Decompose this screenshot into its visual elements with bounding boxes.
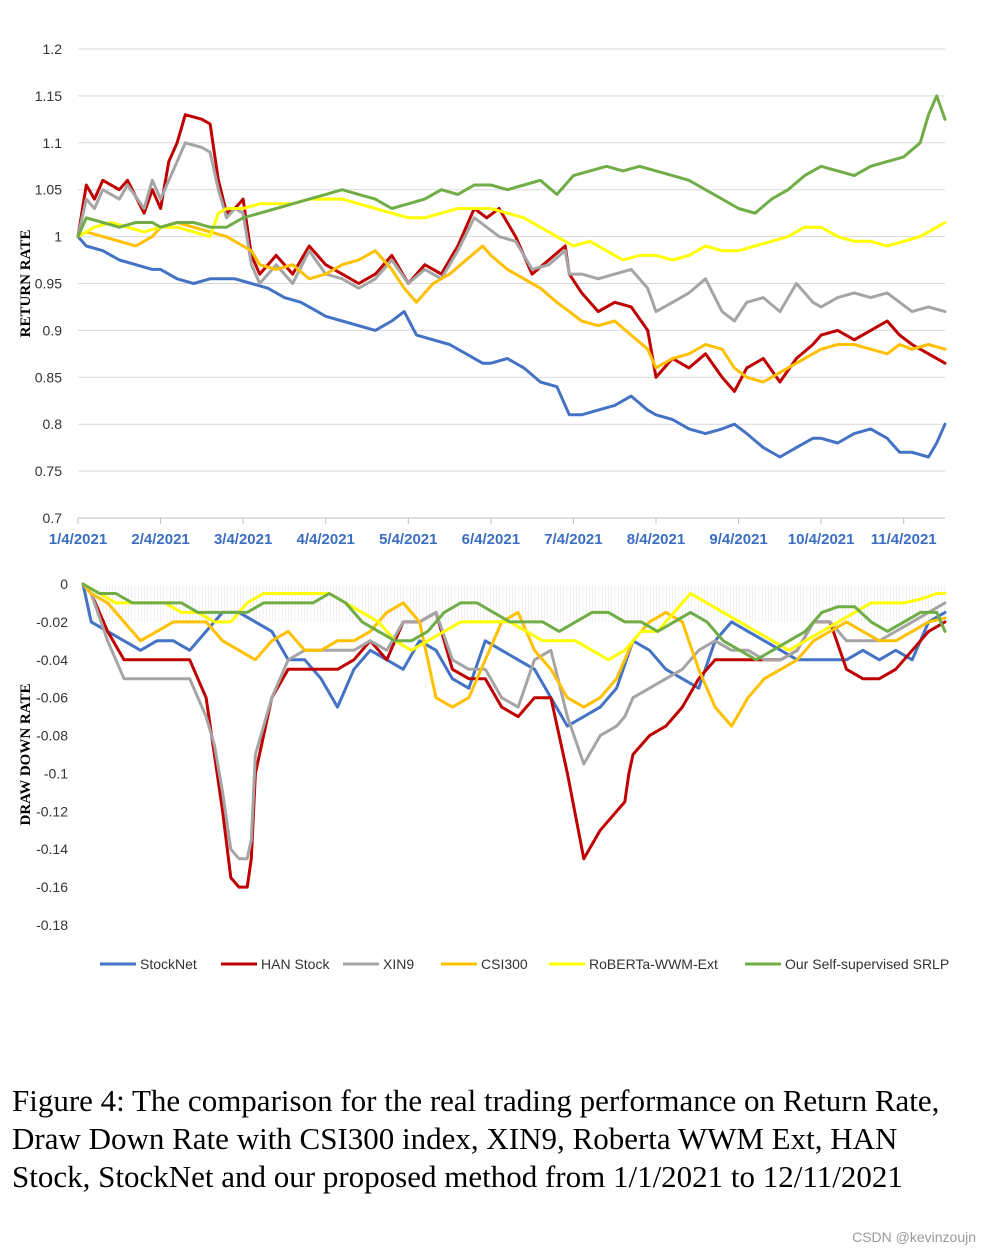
drawdown-y-tick-label: -0.12 <box>36 803 68 819</box>
return-series-han-stock <box>76 113 947 393</box>
return-x-tick-label: 6/4/2021 <box>462 531 520 548</box>
watermark: CSDN @kevinzoujn <box>852 1229 976 1245</box>
return-x-tick-label: 10/4/2021 <box>788 531 855 548</box>
drawdown-y-tick-label: -0.18 <box>36 917 68 933</box>
drawdown-y-tick-label: -0.02 <box>36 614 68 630</box>
return-x-tick-label: 5/4/2021 <box>379 531 437 548</box>
return-y-tick-label: 0.75 <box>35 463 62 479</box>
return-x-tick-label: 4/4/2021 <box>297 531 355 548</box>
return-rate-plot: 0.7 0.75 0.8 0.85 0.9 0.95 1 1.05 1.1 1.15 1.2 1/4/… <box>18 41 947 548</box>
draw-down-rate-plot: 0 -0.02 -0.04 -0.06 -0.08 -0.1 -0.12 -0.14 -0.16… <box>18 576 947 933</box>
legend-label-csi300: CSI300 <box>481 956 528 972</box>
legend-label-xin9: XIN9 <box>383 956 414 972</box>
return-y-tick-label: 1.15 <box>35 88 62 104</box>
return-series-xin9 <box>76 141 947 323</box>
legend-label-han-stock: HAN Stock <box>261 956 330 972</box>
drawdown-y-axis-title: DRAW DOWN RATE <box>18 684 34 826</box>
drawdown-series-xin9 <box>81 582 947 861</box>
return-y-axis-title: RETURN RATE <box>18 230 34 338</box>
drawdown-y-tick-label: -0.06 <box>36 690 68 706</box>
legend-label-stocknet: StockNet <box>140 956 197 972</box>
figure-caption: Figure 4: The comparison for the real tr… <box>12 1083 940 1194</box>
return-y-tick-label: 0.9 <box>43 322 63 338</box>
return-x-tick-label: 11/4/2021 <box>871 531 937 548</box>
return-y-tick-label: 1.05 <box>35 182 62 198</box>
drawdown-y-tick-label: -0.08 <box>36 728 68 744</box>
legend-label-our-self-supervised-srlp: Our Self-supervised SRLP <box>785 956 949 972</box>
return-series-csi300 <box>76 221 947 384</box>
legend-label-roberta-wwm-ext: RoBERTa-WWM-Ext <box>589 956 718 972</box>
return-x-tick-label: 9/4/2021 <box>709 531 767 548</box>
drawdown-y-tick-label: -0.16 <box>36 879 68 895</box>
drawdown-y-tick-label: -0.04 <box>36 652 68 668</box>
comparison-chart: 0.7 0.75 0.8 0.85 0.9 0.95 1 1.05 1.1 1.15 1.2 1/4/… <box>18 41 949 972</box>
return-y-tick-label: 1 <box>54 229 62 245</box>
return-y-tick-label: 1.2 <box>43 41 63 57</box>
return-y-tick-label: 1.1 <box>43 135 63 151</box>
drawdown-series-stocknet <box>81 582 947 728</box>
return-series-roberta-wwm-ext <box>76 197 947 262</box>
return-y-tick-label: 0.85 <box>35 369 62 385</box>
return-y-tick-label: 0.95 <box>35 276 62 292</box>
drawdown-series-our-self-supervised-srlp <box>81 582 947 662</box>
drawdown-y-tick-label: 0 <box>60 576 68 592</box>
return-y-tick-label: 0.7 <box>43 510 63 526</box>
drawdown-y-tick-label: -0.14 <box>36 841 68 857</box>
return-x-tick-label: 2/4/2021 <box>131 531 189 548</box>
return-series-our-self-supervised-srlp <box>76 94 947 239</box>
legend: StockNet HAN Stock XIN9 CSI300 RoBERTa-WWM-E… <box>100 956 949 972</box>
drawdown-series-roberta-wwm-ext <box>81 582 947 662</box>
return-x-tick-label: 3/4/2021 <box>214 531 272 548</box>
drawdown-y-tick-label: -0.1 <box>44 765 68 781</box>
return-x-tick-label: 1/4/2021 <box>49 531 107 548</box>
return-x-tick-label: 7/4/2021 <box>544 531 602 548</box>
return-x-tick-label: 8/4/2021 <box>627 531 685 548</box>
drawdown-series-csi300 <box>81 582 947 728</box>
return-series-stocknet <box>76 235 947 459</box>
return-y-tick-label: 0.8 <box>43 416 63 432</box>
